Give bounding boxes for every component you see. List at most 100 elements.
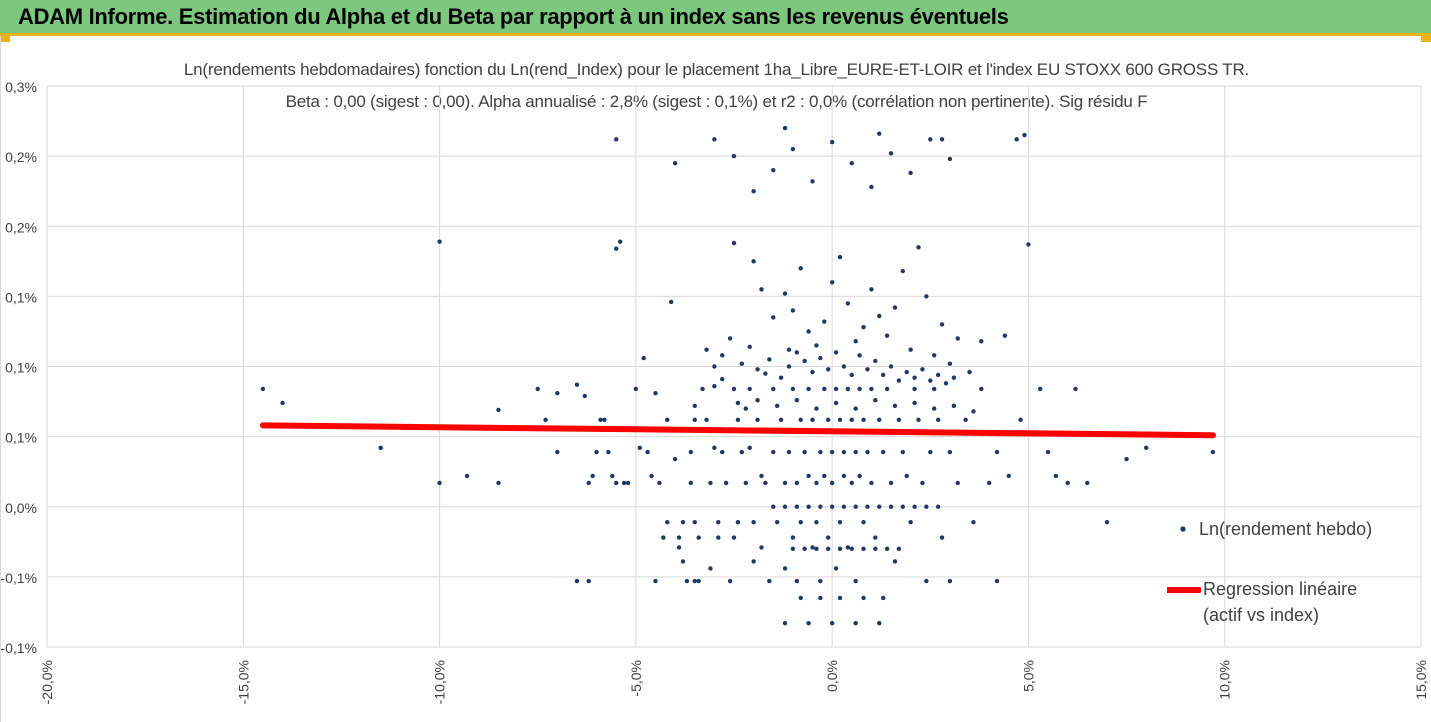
scatter-point [833, 386, 839, 392]
scatter-point [727, 336, 733, 341]
scatter-point [574, 578, 580, 584]
scatter-point [877, 620, 882, 626]
chart-title: Ln(rendements hebdomadaires) fonction du… [183, 60, 1250, 79]
scatter-point [806, 386, 811, 392]
scatter-point [759, 473, 764, 479]
scatter-point [892, 305, 898, 310]
scatter-point [892, 403, 898, 408]
scatter-point [955, 480, 960, 486]
scatter-point [672, 160, 678, 166]
scatter-point [841, 364, 847, 369]
scatter-point [782, 504, 788, 509]
scatter-point [1002, 333, 1008, 338]
scatter-point [794, 480, 800, 486]
scatter-point [657, 480, 662, 486]
scatter-point [723, 480, 729, 486]
scatter-point [625, 480, 631, 486]
scatter-point [884, 333, 890, 338]
scatter-point [849, 160, 854, 166]
scatter-point [598, 417, 603, 422]
scatter-point [1104, 519, 1110, 525]
scatter-point [771, 504, 776, 509]
scatter-point [692, 403, 697, 408]
scatter-point [935, 417, 941, 422]
scatter-point [590, 473, 595, 479]
scatter-point [798, 417, 803, 422]
scatter-point [751, 188, 756, 194]
scatter-point [920, 367, 925, 372]
scatter-point [900, 449, 906, 455]
scatter-point [826, 546, 831, 552]
scatter-point [833, 350, 839, 355]
scatter-point [665, 417, 670, 422]
scatter-point [829, 504, 835, 509]
scatter-point [786, 347, 792, 352]
scatter-point [869, 386, 874, 392]
scatter-point [778, 417, 784, 422]
scatter-point [496, 480, 501, 486]
scatter-point [829, 620, 835, 626]
scatter-point [814, 519, 819, 525]
scatter-point [896, 378, 902, 383]
scatter-point [727, 578, 733, 584]
scatter-point [731, 153, 737, 159]
scatter-point [759, 287, 764, 292]
scatter-point [928, 137, 933, 142]
scatter-point [543, 417, 548, 422]
scatter-point [928, 449, 933, 455]
scatter-point [767, 357, 772, 362]
y-tick-label: 0,2% [5, 219, 37, 235]
scatter-point [696, 535, 701, 540]
scatter-point [908, 170, 913, 176]
scatter-point [947, 578, 953, 584]
scatter-point [810, 369, 815, 375]
scatter-point [680, 559, 686, 564]
scatter-point [1026, 242, 1031, 247]
scatter-point [672, 456, 678, 462]
scatter-point [437, 480, 442, 486]
scatter-point [947, 156, 953, 162]
scatter-point [829, 280, 835, 285]
scatter-point [606, 449, 611, 455]
scatter-point [778, 375, 784, 380]
scatter-point [794, 504, 800, 509]
scatter-point [877, 504, 882, 509]
scatter-point [900, 504, 906, 509]
scatter-point [668, 299, 674, 305]
scatter-point [896, 546, 902, 552]
scatter-point [810, 417, 815, 422]
scatter-point [814, 406, 819, 411]
scatter-point [916, 245, 921, 250]
legend-line-marker [1167, 587, 1201, 593]
scatter-point [755, 417, 760, 422]
scatter-point [802, 546, 807, 552]
scatter-point [837, 254, 843, 260]
x-tick-label: -10,0% [432, 660, 448, 704]
scatter-point [963, 417, 968, 422]
scatter-plot: -0,1% -0,1% 0,0% 0,1% 0,1% 0,1% 0,2% 0,2% 0,3% -2… [1, 79, 1429, 704]
scatter-point [653, 390, 658, 396]
scatter-point [853, 406, 858, 411]
scatter-point [861, 417, 866, 422]
scatter-point [574, 382, 580, 387]
scatter-point [912, 400, 917, 406]
scatter-point [464, 473, 470, 479]
scatter-point [1085, 480, 1090, 486]
scatter-point [708, 566, 713, 571]
scatter-point [806, 620, 811, 626]
scatter-point [818, 355, 823, 361]
scatter-point [869, 287, 874, 292]
scatter-point [688, 449, 694, 455]
scatter-point [763, 371, 768, 376]
y-tick-label: 0,3% [5, 79, 37, 95]
scatter-point [888, 480, 894, 486]
scatter-point [1038, 386, 1043, 392]
scatter-point [912, 375, 917, 380]
scatter-point [637, 445, 642, 451]
scatter-point [849, 417, 854, 422]
scatter-point [786, 449, 792, 455]
x-tick-label: -15,0% [235, 660, 251, 704]
scatter-point [947, 449, 953, 455]
scatter-point [880, 595, 886, 601]
scatter-point [826, 417, 831, 422]
